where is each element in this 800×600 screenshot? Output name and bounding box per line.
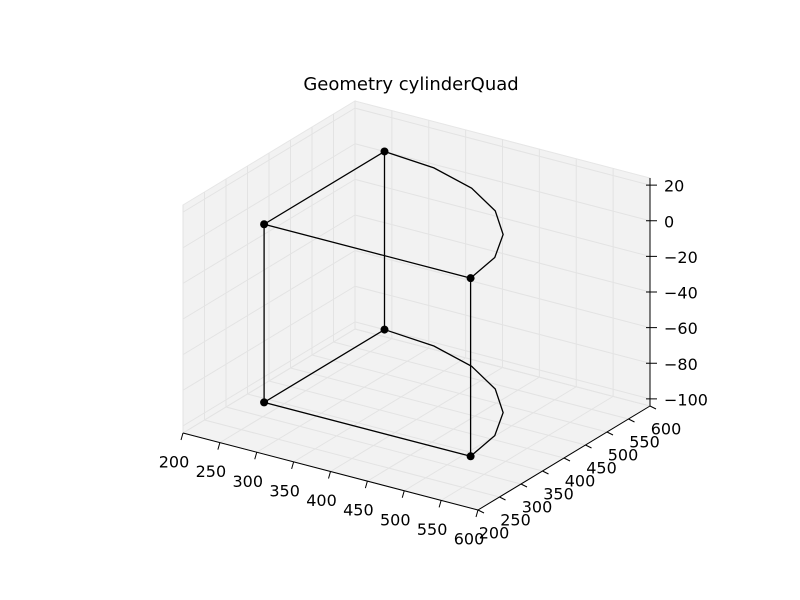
- tick-mark: [254, 452, 258, 460]
- grid-line: [354, 178, 651, 257]
- x-tick-label: 350: [269, 481, 300, 500]
- grid-line: [268, 380, 565, 459]
- grid-line: [354, 250, 651, 329]
- tick-mark: [649, 405, 657, 410]
- node-marker: [260, 220, 269, 229]
- z-tick-label: −20: [664, 248, 698, 267]
- tick-mark: [499, 496, 506, 501]
- tick-mark: [563, 457, 571, 462]
- tick-mark: [438, 500, 442, 508]
- edge-line: [384, 150, 504, 279]
- node-marker: [260, 398, 269, 407]
- grid-line: [182, 285, 356, 391]
- grid-line: [247, 393, 543, 472]
- y-tick-label: 450: [586, 459, 617, 478]
- tick-mark: [477, 509, 485, 514]
- grid-line: [182, 143, 356, 249]
- x-tick-label: 600: [454, 530, 485, 549]
- grid-line: [354, 214, 651, 293]
- tick-mark: [364, 480, 368, 489]
- grid-line: [182, 214, 356, 320]
- grid-line: [182, 107, 356, 213]
- z-tick-label: −80: [664, 355, 698, 374]
- y-tick-label: 250: [500, 511, 531, 530]
- tick-mark: [628, 418, 635, 423]
- grid-line: [311, 354, 608, 433]
- edge-line: [384, 328, 504, 457]
- node-marker: [380, 325, 389, 334]
- tick-mark: [542, 470, 549, 475]
- tick-mark: [520, 483, 528, 488]
- z-tick-label: −40: [664, 284, 698, 303]
- y-tick-label: 350: [543, 485, 574, 504]
- tick-mark: [585, 444, 592, 449]
- z-tick-label: 0: [664, 212, 674, 231]
- z-tick-label: −100: [664, 390, 708, 409]
- x-tick-label: 300: [232, 472, 263, 491]
- grid-line: [354, 321, 651, 400]
- grid-line: [182, 250, 356, 356]
- tick-mark: [291, 461, 295, 470]
- y-tick-label: 550: [629, 433, 660, 452]
- tick-mark: [606, 431, 614, 436]
- y-tick-label: 500: [608, 446, 639, 465]
- y-tick-label: 600: [651, 420, 682, 439]
- tick-mark: [328, 471, 331, 479]
- grid-line: [204, 419, 500, 498]
- grid-line: [354, 107, 651, 186]
- y-tick-label: 400: [565, 472, 596, 491]
- z-tick-label: −60: [664, 319, 698, 338]
- labels: 2002503003504004505005506002002503003504…: [159, 177, 708, 549]
- grid-line: [354, 143, 651, 222]
- x-tick-label: 450: [343, 501, 374, 520]
- node-marker: [466, 452, 475, 461]
- grid-line: [182, 178, 356, 284]
- axes: [180, 178, 657, 518]
- y-tick-label: 200: [479, 524, 510, 543]
- x-tick-label: 550: [417, 520, 448, 539]
- node-marker: [380, 147, 389, 156]
- tick-mark: [180, 432, 184, 441]
- grid-line: [290, 367, 586, 446]
- tick-mark: [475, 509, 479, 518]
- x-tick-label: 500: [380, 510, 411, 529]
- chart-title: Geometry cylinderQuad: [303, 74, 518, 95]
- grid-line: [354, 285, 651, 364]
- grid-line: [333, 341, 629, 420]
- x-tick-label: 250: [196, 462, 227, 481]
- y-tick-label: 300: [522, 498, 553, 517]
- grid-line: [182, 321, 356, 427]
- tick-mark: [401, 490, 405, 498]
- x-tick-label: 400: [306, 491, 337, 510]
- grid-line: [354, 328, 651, 407]
- node-marker: [466, 274, 475, 283]
- grid-line: [225, 406, 522, 485]
- z-tick-label: 20: [664, 177, 684, 196]
- data: [260, 147, 504, 461]
- x-tick-label: 200: [159, 453, 190, 472]
- tick-mark: [217, 442, 221, 450]
